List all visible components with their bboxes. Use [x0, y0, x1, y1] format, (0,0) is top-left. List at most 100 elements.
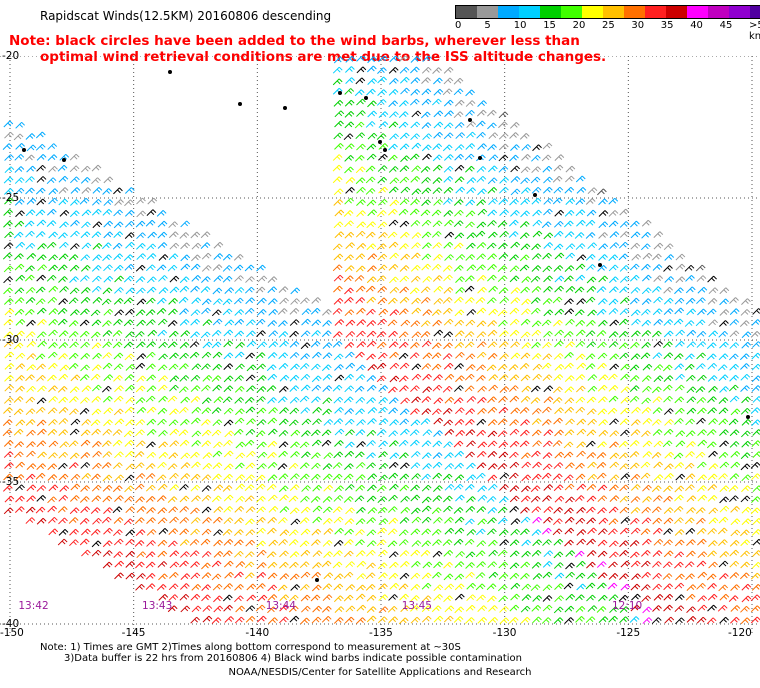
wind-barb — [586, 264, 596, 271]
wind-barb — [366, 353, 376, 361]
wind-barb — [476, 351, 487, 359]
wind-barb — [376, 375, 387, 383]
wind-barb — [499, 186, 509, 194]
wind-barb — [543, 330, 553, 338]
wind-barb — [433, 397, 444, 405]
wind-barb — [26, 144, 37, 152]
wind-barb — [685, 593, 696, 601]
wind-barb — [268, 309, 279, 316]
wind-barb — [411, 110, 422, 118]
wind-barb — [156, 584, 167, 591]
wind-barb — [103, 220, 114, 228]
island-marker — [598, 263, 602, 267]
wind-barb — [619, 463, 630, 471]
wind-barb — [442, 144, 453, 152]
wind-barb — [399, 165, 410, 173]
wind-barb — [125, 308, 135, 316]
wind-barb — [35, 286, 46, 294]
wind-barb — [663, 265, 673, 272]
wind-barb — [36, 374, 46, 382]
wind-barb — [433, 584, 444, 592]
wind-barb — [103, 419, 113, 427]
wind-barb — [57, 264, 68, 272]
wind-barb — [333, 221, 344, 229]
wind-barb — [411, 307, 422, 315]
wind-barb — [36, 254, 47, 262]
wind-barb — [268, 617, 278, 625]
wind-barb — [576, 529, 587, 536]
wind-barb — [244, 572, 255, 580]
wind-barb — [399, 66, 410, 74]
wind-barb — [399, 418, 410, 426]
wind-barb — [432, 242, 443, 249]
wind-barb — [25, 396, 36, 404]
wind-barb — [476, 462, 487, 470]
wind-barb — [675, 407, 685, 415]
wind-barb — [585, 582, 596, 590]
wind-barb — [740, 550, 750, 558]
wind-barb — [355, 462, 366, 469]
wind-barb — [563, 451, 574, 459]
wind-barb — [169, 428, 180, 436]
wind-barb — [355, 77, 366, 85]
wind-barb — [134, 331, 145, 338]
wind-barb — [741, 518, 752, 526]
wind-barb — [477, 518, 488, 526]
wind-barb — [91, 164, 102, 172]
wind-barb — [356, 341, 367, 349]
wind-barb — [708, 319, 718, 327]
wind-barb — [48, 362, 58, 370]
wind-barb — [202, 463, 213, 470]
wind-barb — [575, 263, 586, 271]
wind-barb — [662, 440, 673, 448]
wind-barb — [420, 166, 431, 173]
wind-barb — [48, 484, 59, 492]
wind-barb — [453, 88, 464, 96]
wind-barb — [543, 309, 554, 317]
wind-barb — [598, 210, 609, 217]
wind-barb — [312, 605, 322, 613]
wind-barb — [135, 561, 145, 569]
wind-barb — [673, 452, 684, 460]
wind-barb — [697, 538, 707, 546]
wind-barb — [388, 386, 398, 394]
wind-barb — [707, 275, 717, 283]
wind-barb — [619, 286, 629, 294]
wind-barb — [520, 616, 531, 624]
wind-barb — [730, 518, 741, 526]
wind-barb — [92, 462, 102, 470]
wind-barb — [200, 538, 211, 546]
island-marker — [283, 106, 287, 110]
wind-barb — [25, 265, 35, 273]
wind-barb — [367, 110, 378, 118]
wind-barb — [543, 550, 554, 558]
wind-barb — [135, 362, 146, 370]
colorbar-label: 35 — [660, 20, 674, 31]
wind-barb — [345, 584, 356, 591]
wind-barb — [289, 385, 300, 392]
wind-barb — [388, 166, 399, 173]
wind-barb — [718, 374, 729, 382]
wind-barb — [433, 374, 443, 381]
wind-barb — [421, 605, 432, 613]
wind-barb — [453, 385, 464, 392]
wind-barb — [509, 275, 520, 283]
wind-barb — [707, 593, 718, 601]
wind-barb — [707, 583, 717, 590]
wind-barb — [498, 253, 509, 260]
wind-barb — [4, 231, 14, 239]
wind-barb — [13, 428, 24, 436]
wind-barb — [388, 341, 399, 349]
wind-barb — [4, 384, 15, 392]
wind-barb — [59, 364, 70, 372]
wind-barb — [752, 308, 760, 315]
wind-barb — [113, 209, 123, 217]
wind-barb — [266, 484, 277, 491]
wind-barb — [664, 419, 674, 426]
wind-barb — [322, 463, 333, 471]
wind-barb — [25, 331, 36, 339]
wind-barb — [145, 551, 156, 559]
wind-barb — [443, 122, 454, 130]
wind-barb — [685, 274, 695, 282]
wind-barb — [245, 462, 256, 470]
